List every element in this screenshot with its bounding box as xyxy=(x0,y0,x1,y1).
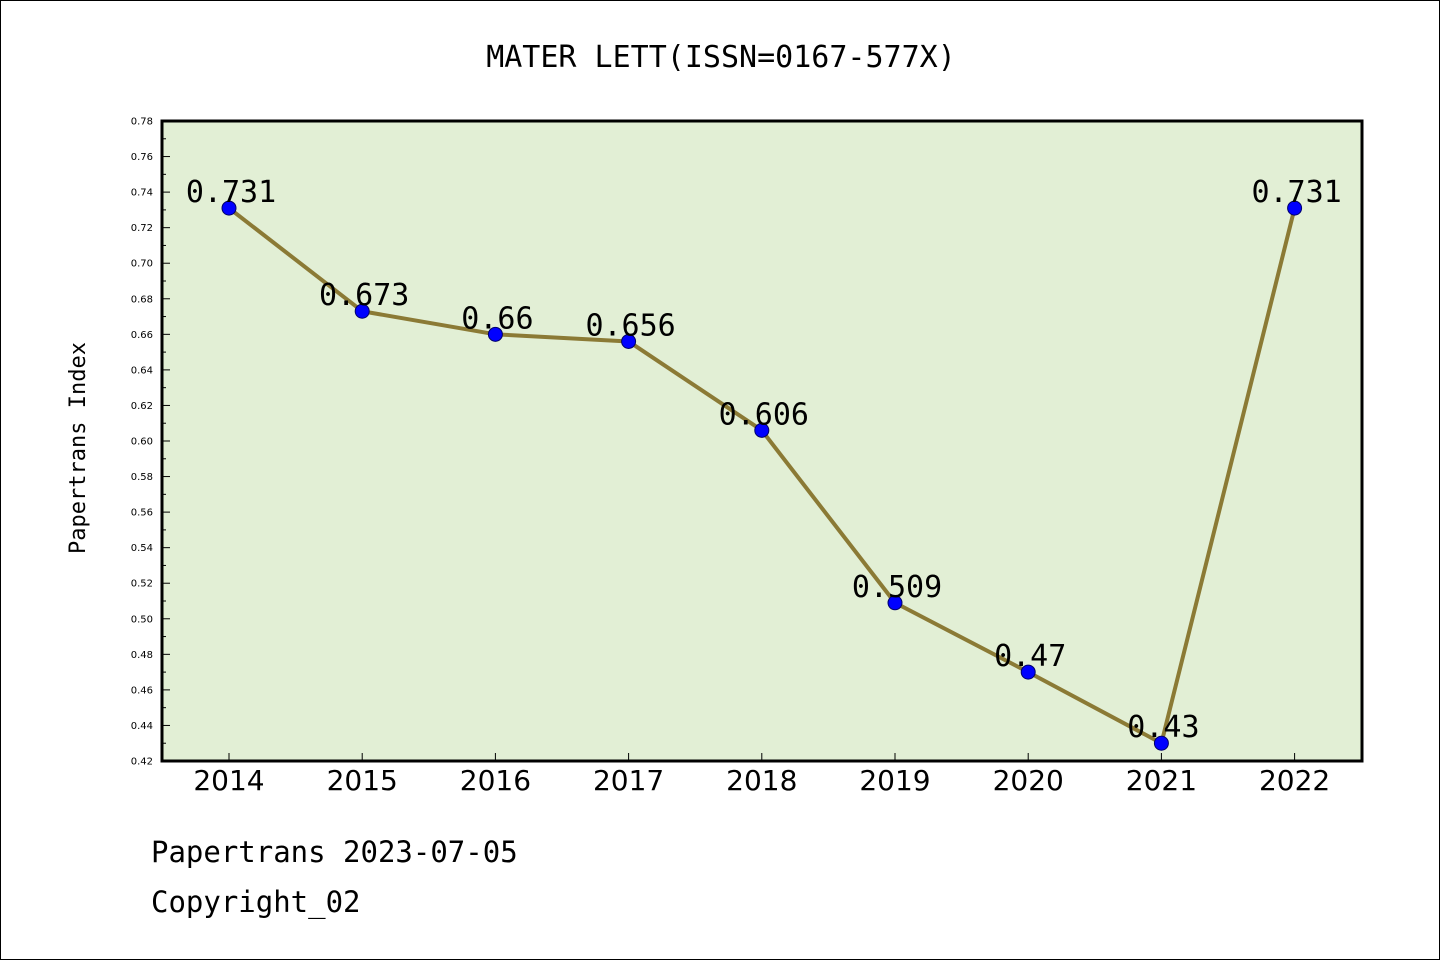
data-label: 0.731 xyxy=(186,175,276,210)
y-tick-label: 0.48 xyxy=(131,650,153,661)
x-axis-ticks: 2014 2015 2016 2017 2018 2019 2020 2021 2022 xyxy=(193,753,1330,797)
plot-border xyxy=(160,119,1364,763)
data-point xyxy=(1287,200,1303,216)
x-tick-label: 2020 xyxy=(993,764,1064,797)
y-tick-label: 0.62 xyxy=(131,401,153,412)
y-tick-label: 0.60 xyxy=(131,437,153,448)
data-label: 0.47 xyxy=(994,639,1066,674)
data-label: 0.673 xyxy=(319,278,409,313)
series-index xyxy=(221,200,1303,751)
x-tick-label: 2018 xyxy=(726,764,797,797)
x-tick-label: 2017 xyxy=(593,764,664,797)
data-point xyxy=(621,333,637,349)
y-tick-label: 0.74 xyxy=(131,188,153,199)
data-point xyxy=(1153,735,1169,751)
data-point xyxy=(754,422,770,438)
data-label: 0.43 xyxy=(1127,710,1199,745)
chart-title: MATER LETT(ISSN=0167-577X) xyxy=(486,40,956,75)
data-point xyxy=(1020,664,1036,680)
y-tick-label: 0.42 xyxy=(131,757,153,768)
data-labels: 0.731 0.673 0.66 0.656 0.606 0.509 0.47 0.43 0.7… xyxy=(186,175,1342,745)
footer-date: Papertrans 2023-07-05 xyxy=(151,835,518,869)
y-tick-label: 0.54 xyxy=(131,543,153,554)
y-tick-label: 0.78 xyxy=(131,117,153,128)
y-tick-label: 0.46 xyxy=(131,685,153,696)
x-tick-label: 2014 xyxy=(193,764,264,797)
y-tick-label: 0.58 xyxy=(131,472,153,483)
footer-copyright: Copyright_02 xyxy=(151,885,361,919)
data-label: 0.731 xyxy=(1251,175,1341,210)
x-tick-label: 2015 xyxy=(327,764,398,797)
y-axis-label: Papertrans Index xyxy=(66,342,91,554)
y-tick-label: 0.52 xyxy=(131,579,153,590)
y-tick-label: 0.64 xyxy=(131,365,153,376)
data-point xyxy=(354,303,370,319)
data-point xyxy=(221,200,237,216)
data-label: 0.656 xyxy=(585,308,675,343)
data-label: 0.509 xyxy=(852,570,942,605)
y-tick-label: 0.76 xyxy=(131,152,153,163)
x-tick-label: 2022 xyxy=(1259,764,1330,797)
y-tick-label: 0.70 xyxy=(131,259,153,270)
y-tick-label: 0.66 xyxy=(131,330,153,341)
data-label: 0.66 xyxy=(461,301,533,336)
y-tick-label: 0.50 xyxy=(131,614,153,625)
plot-area xyxy=(162,121,1362,761)
x-tick-label: 2016 xyxy=(460,764,531,797)
y-tick-label: 0.72 xyxy=(131,223,153,234)
data-point xyxy=(487,326,503,342)
data-label: 0.606 xyxy=(719,397,809,432)
y-tick-label: 0.44 xyxy=(131,721,153,732)
y-tick-label: 0.56 xyxy=(131,508,153,519)
y-tick-label: 0.68 xyxy=(131,294,153,305)
x-tick-label: 2019 xyxy=(859,764,930,797)
data-point xyxy=(887,595,903,611)
x-tick-label: 2021 xyxy=(1126,764,1197,797)
